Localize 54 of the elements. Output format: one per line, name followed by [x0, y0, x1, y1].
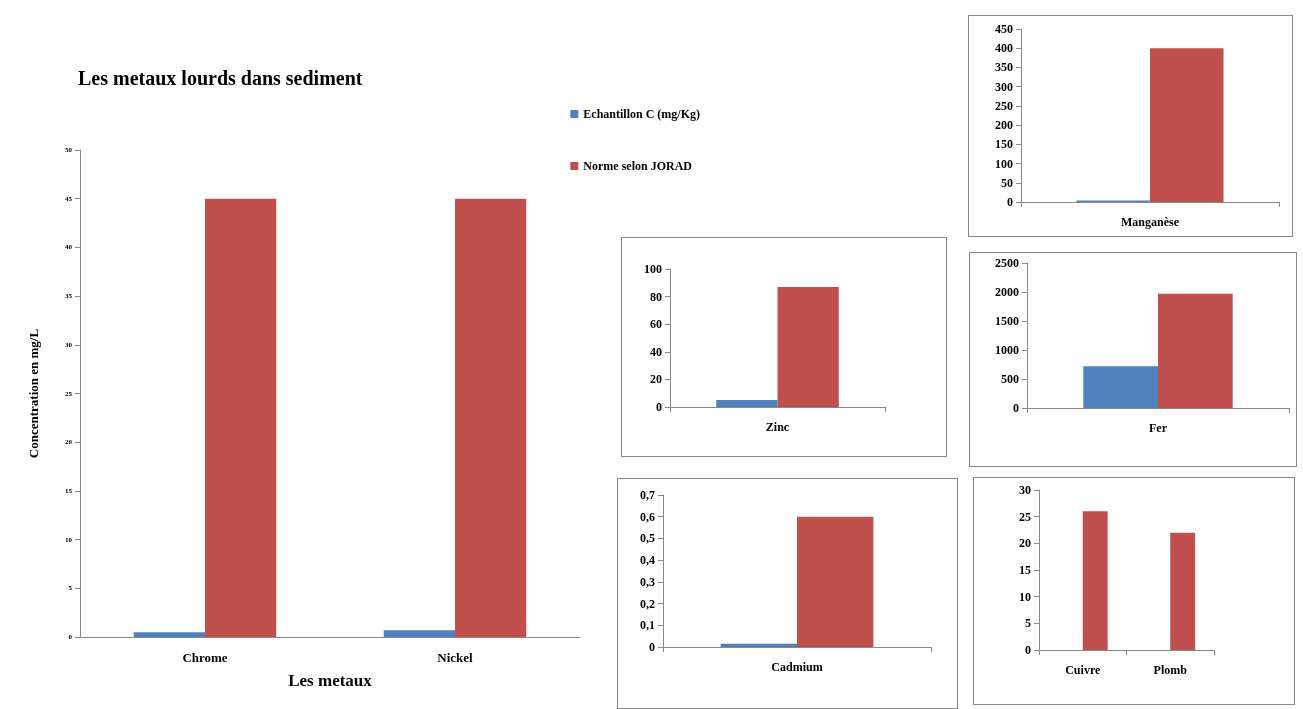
y-tick-label: 0,6: [640, 509, 655, 524]
y-tick-label: 30: [1019, 483, 1031, 497]
bar: [383, 630, 455, 637]
y-tick-label: 450: [995, 22, 1013, 36]
y-tick-label: 0,3: [640, 574, 655, 589]
y-tick-label: 0,2: [640, 596, 655, 611]
x-tick-label: Zinc: [765, 420, 790, 434]
y-tick-label: 1500: [995, 314, 1019, 328]
y-tick-label: 80: [650, 289, 662, 304]
y-tick-label: 200: [995, 118, 1013, 133]
y-tick-label: 300: [995, 79, 1013, 94]
x-tick-label: Chrome: [182, 650, 228, 665]
y-tick-label: 20: [1019, 536, 1031, 551]
legend-label: Echantillon C (mg/Kg): [583, 107, 700, 121]
y-tick-label: 15: [1019, 563, 1031, 577]
y-tick-label: 250: [995, 98, 1013, 113]
x-tick-label: Cuivre: [1065, 663, 1101, 677]
y-tick-label: 0: [649, 640, 655, 654]
y-tick-label: 350: [995, 60, 1013, 75]
x-tick-label: Plomb: [1153, 663, 1188, 677]
y-tick-label: 0,7: [640, 488, 655, 502]
y-tick-label: 500: [1001, 372, 1019, 386]
y-tick-label: 0: [656, 400, 662, 414]
x-tick-label: Cadmium: [771, 660, 823, 674]
y-tick-label: 40: [650, 344, 662, 359]
y-tick-label: 0,1: [640, 618, 655, 633]
y-tick-label: 2500: [995, 256, 1019, 270]
x-tick-label: Nickel: [437, 650, 474, 665]
x-axis-title: Les metaux: [288, 671, 373, 690]
legend-label: Norme selon JORAD: [583, 159, 693, 173]
bar: [133, 632, 205, 637]
y-tick-label: 5: [1025, 616, 1031, 631]
y-axis-title: Concentration en mg/L: [26, 328, 41, 459]
y-tick-label: 0: [1007, 195, 1013, 209]
y-tick-label: 100: [644, 262, 662, 276]
chart-title: Les metaux lourds dans sediment: [78, 67, 363, 89]
y-tick-label: 0,4: [640, 553, 655, 568]
y-tick-label: 0,5: [640, 531, 655, 546]
y-tick-label: 50: [1001, 175, 1013, 190]
bar: [205, 198, 277, 637]
y-tick-label: 150: [995, 137, 1013, 152]
y-tick-label: 20: [650, 372, 662, 387]
y-tick-label: 1000: [995, 343, 1019, 357]
y-tick-label: 2000: [995, 285, 1019, 299]
x-tick-label: Fer: [1149, 421, 1168, 435]
y-tick-label: 0: [1025, 643, 1031, 657]
y-tick-label: 10: [1019, 589, 1031, 604]
y-tick-label: 400: [995, 41, 1013, 56]
y-tick-label: 25: [1019, 509, 1031, 524]
y-tick-label: 0: [1013, 401, 1019, 415]
y-tick-label: 60: [650, 317, 662, 332]
bar: [455, 198, 527, 637]
x-tick-label: Manganèse: [1121, 215, 1180, 229]
y-tick-label: 100: [995, 156, 1013, 171]
